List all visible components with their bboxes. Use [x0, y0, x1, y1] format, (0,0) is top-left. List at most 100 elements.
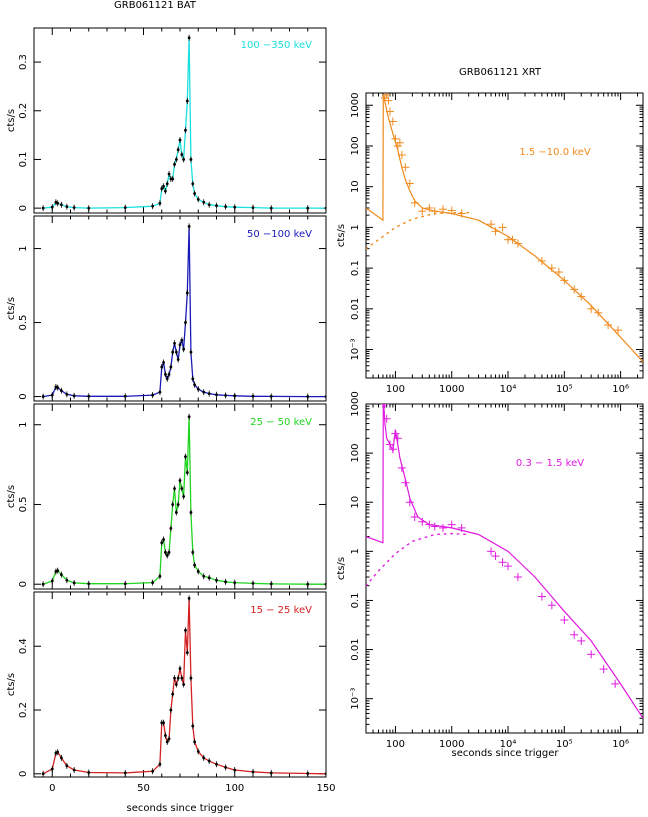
- y-tick-label: 0.1: [350, 592, 361, 608]
- data-point: [196, 750, 200, 753]
- data-point: [193, 383, 197, 387]
- data-point: [187, 596, 191, 600]
- data-point: [164, 734, 167, 737]
- data-point: [233, 205, 237, 209]
- data-point: [207, 576, 211, 580]
- y-tick-label: 10: [350, 180, 361, 193]
- data-point: [174, 511, 178, 514]
- data-point: [324, 206, 326, 210]
- data-point: [151, 393, 155, 397]
- data-point: [202, 200, 206, 204]
- plot-frame: [33, 403, 327, 590]
- data-point: [171, 350, 175, 354]
- data-point: [251, 770, 255, 774]
- model-curve: [43, 37, 326, 209]
- data-point: [56, 386, 60, 390]
- data-point: [185, 651, 189, 655]
- x-tick-label: 150: [316, 783, 335, 794]
- data-point: [158, 201, 162, 205]
- data-point: [251, 394, 255, 398]
- x-tick-label: 10⁶: [612, 739, 629, 750]
- x-tick-label: 10⁶: [612, 384, 629, 395]
- y-tick-label: 0.01: [350, 298, 361, 320]
- model-curve: [42, 416, 326, 585]
- data-point: [72, 581, 76, 585]
- band-label: 15 − 25 keV: [250, 605, 312, 616]
- data-point: [171, 692, 175, 696]
- data-point: [176, 358, 180, 361]
- data-point: [41, 206, 45, 210]
- data-point: [165, 740, 169, 744]
- data-point: [269, 206, 273, 210]
- y-tick-label: 1: [350, 224, 361, 230]
- data-point: [233, 581, 237, 585]
- data-point: [165, 182, 169, 186]
- y-axis-label: cts/s: [6, 297, 17, 320]
- y-tick-label: 0.3: [18, 54, 29, 70]
- data-point: [189, 676, 193, 680]
- data-point: [160, 365, 164, 369]
- data-point: [185, 291, 189, 295]
- data-point: [65, 205, 69, 209]
- plot-frame: [33, 591, 327, 778]
- data-point: [169, 526, 173, 530]
- data-point: [180, 153, 184, 156]
- data-point: [196, 387, 200, 391]
- y-axis-label: cts/s: [6, 673, 17, 696]
- data-point: [72, 206, 76, 210]
- data-point: [151, 581, 155, 585]
- y-axis-label: cts/s: [6, 109, 17, 132]
- data-point: [158, 574, 162, 578]
- data-point: [50, 767, 54, 771]
- data-point: [191, 377, 195, 381]
- data-point: [178, 343, 182, 347]
- data-point: [184, 628, 187, 632]
- data-point: [162, 184, 165, 188]
- data-point: [162, 538, 165, 541]
- data-point: [59, 203, 63, 207]
- data-point: [176, 148, 180, 152]
- data-point: [189, 158, 193, 161]
- data-point: [173, 487, 176, 490]
- data-point: [65, 392, 69, 396]
- data-point: [191, 550, 195, 554]
- data-point: [224, 766, 228, 769]
- data-point: [189, 511, 193, 514]
- band-label: 1.5 −10.0 keV: [519, 147, 590, 158]
- x-tick-label: 10⁴: [500, 384, 517, 395]
- data-point: [41, 582, 45, 586]
- data-point: [87, 582, 91, 586]
- data-point: [176, 503, 180, 506]
- data-point: [306, 582, 310, 586]
- data-point: [182, 158, 186, 161]
- plot-frame: [365, 403, 644, 734]
- x-tick-label: 10⁵: [556, 384, 573, 395]
- y-tick-label: 0.1: [18, 151, 29, 167]
- data-point: [251, 582, 255, 585]
- panel-xrt-1: 100 1000 10⁴ 10⁵ 10⁶ 10⁻³ 0.01 0.1 1 10 100 1000 cts…: [336, 92, 644, 395]
- data-point: [162, 721, 165, 725]
- data-point: [269, 395, 273, 398]
- data-point: [160, 541, 164, 545]
- data-point: [151, 769, 155, 773]
- band-label: 0.3 − 1.5 keV: [516, 458, 584, 469]
- plot-frame: [33, 215, 327, 402]
- data-point: [215, 762, 218, 766]
- data-point: [87, 206, 91, 210]
- data-point: [184, 455, 187, 459]
- data-point: [167, 550, 171, 554]
- data-point: [158, 390, 162, 394]
- model-curve: [366, 404, 643, 719]
- data-point: [169, 365, 173, 369]
- data-layer: [41, 595, 326, 777]
- data-point: [59, 389, 63, 393]
- data-point: [306, 206, 310, 210]
- data-point: [182, 347, 186, 351]
- data-point: [202, 756, 206, 760]
- y-axis-label: cts/s: [336, 224, 347, 247]
- afterglow-component: [366, 532, 470, 587]
- data-point: [324, 395, 326, 398]
- data-point: [193, 740, 197, 744]
- y-tick-label: 1000: [350, 93, 361, 118]
- y-tick-label: 1000: [350, 391, 361, 416]
